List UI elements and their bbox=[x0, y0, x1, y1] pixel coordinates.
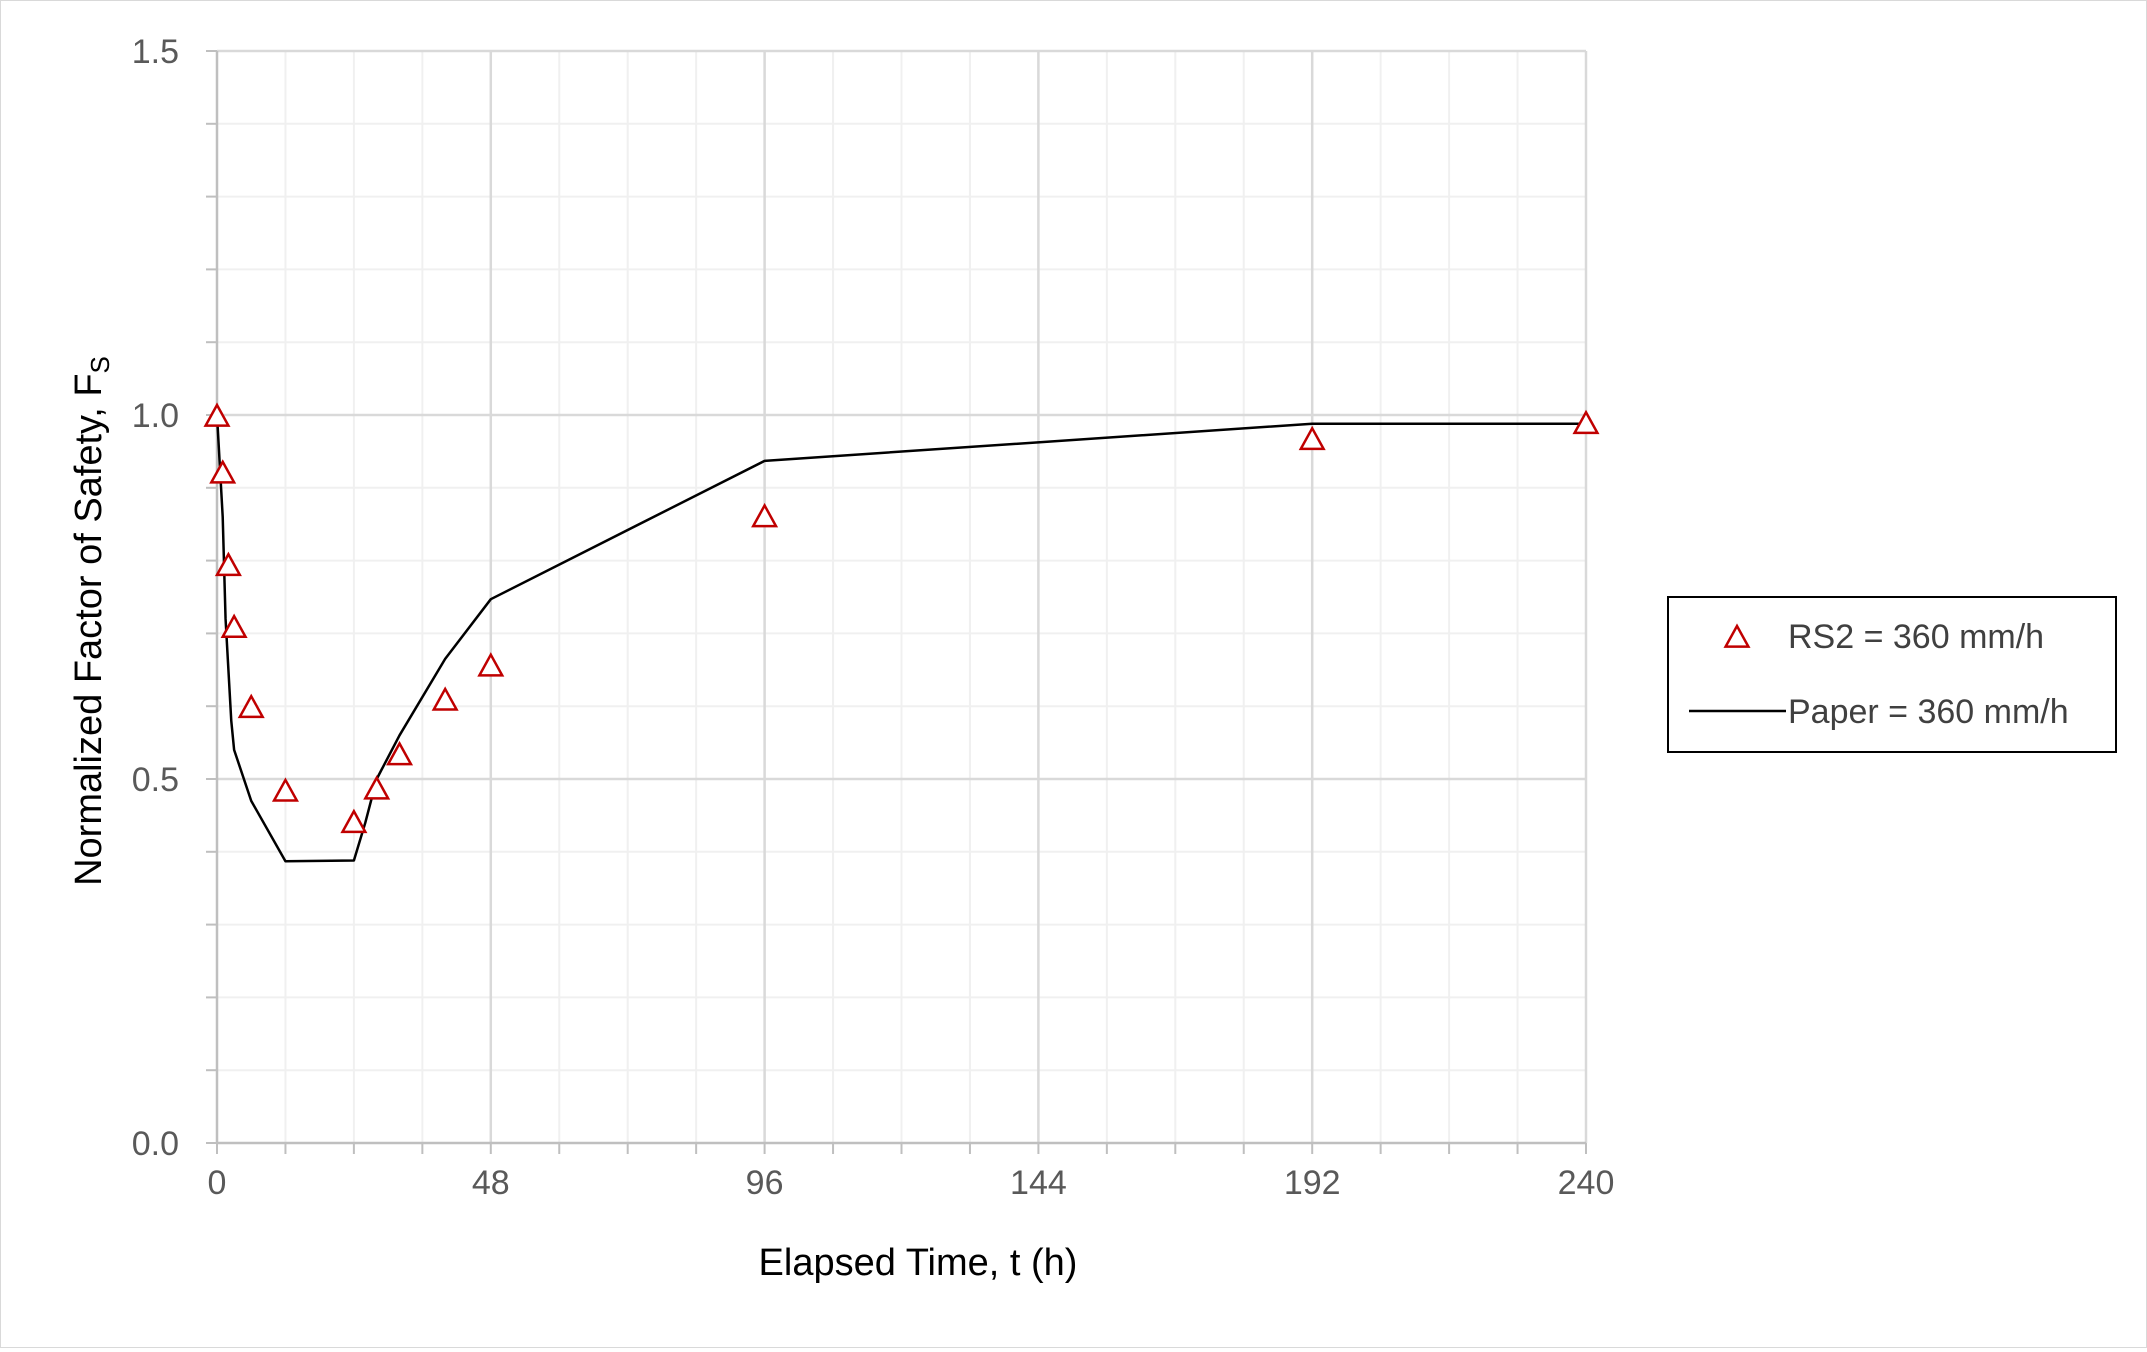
data-point-rs2 bbox=[340, 808, 368, 834]
data-point-rs2 bbox=[751, 502, 779, 528]
tick-marks bbox=[206, 50, 1587, 1154]
x-tick-label: 0 bbox=[208, 1164, 227, 1202]
data-point-rs2 bbox=[237, 693, 265, 719]
data-point-rs2 bbox=[1572, 409, 1600, 435]
y-tick-label: 1.5 bbox=[132, 33, 179, 71]
y-axis-title-main: Normalized Factor of Safety, F bbox=[68, 373, 110, 885]
data-point-rs2 bbox=[1298, 425, 1326, 451]
y-tick-label: 1.0 bbox=[132, 397, 179, 435]
y-axis-title: Normalized Factor of Safety, FS bbox=[68, 356, 115, 886]
minor-gridlines bbox=[217, 51, 1586, 1143]
data-point-rs2 bbox=[363, 775, 391, 800]
legend-entry-rs2: RS2 = 360 mm/h bbox=[1723, 618, 2044, 656]
legend: RS2 = 360 mm/h Paper = 360 mm/h bbox=[1667, 596, 2117, 753]
series-line-paper bbox=[215, 414, 1586, 863]
tick-labels: 0 48 96 144 192 240 0.0 0.5 1.0 1.5 bbox=[132, 33, 1615, 1202]
data-point-rs2 bbox=[271, 777, 299, 802]
legend-marker-triangle bbox=[1723, 623, 1751, 648]
legend-entry-paper: Paper = 360 mm/h bbox=[1689, 693, 2069, 731]
data-point-rs2 bbox=[209, 459, 237, 484]
data-point-rs2 bbox=[203, 402, 231, 427]
x-axis-title: Elapsed Time, t (h) bbox=[759, 1242, 1078, 1284]
y-axis-title-subscript: S bbox=[85, 356, 115, 373]
legend-box bbox=[1667, 596, 2117, 753]
y-tick-label: 0.0 bbox=[132, 1125, 179, 1163]
major-gridlines bbox=[217, 49, 1588, 1143]
legend-label-paper: Paper = 360 mm/h bbox=[1788, 693, 2069, 731]
plot-area bbox=[203, 402, 1600, 863]
x-tick-label: 192 bbox=[1284, 1164, 1341, 1202]
x-tick-label: 240 bbox=[1558, 1164, 1615, 1202]
data-point-rs2 bbox=[431, 686, 459, 711]
x-tick-label: 144 bbox=[1010, 1164, 1067, 1202]
y-tick-label: 0.5 bbox=[132, 761, 179, 799]
data-point-rs2 bbox=[214, 551, 242, 577]
legend-label-rs2: RS2 = 360 mm/h bbox=[1788, 618, 2044, 656]
x-tick-label: 96 bbox=[746, 1164, 784, 1202]
data-point-rs2 bbox=[477, 652, 505, 677]
x-tick-label: 48 bbox=[472, 1164, 510, 1202]
data-point-rs2 bbox=[386, 740, 414, 766]
data-point-rs2 bbox=[220, 613, 248, 639]
